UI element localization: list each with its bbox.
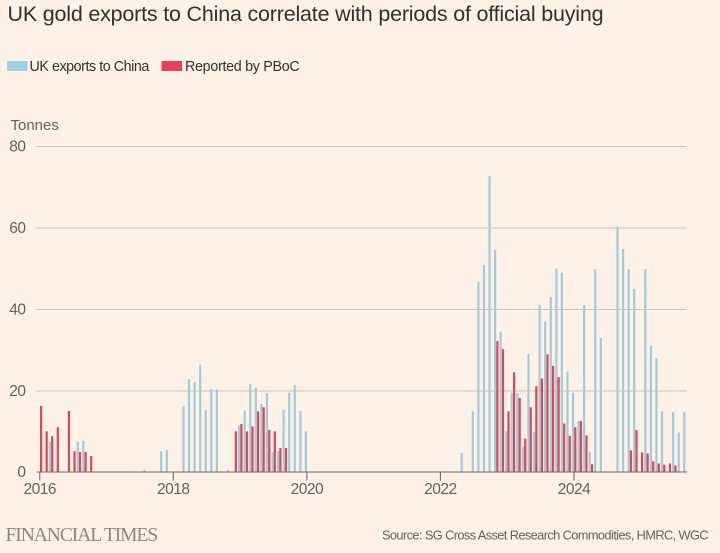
svg-text:FINANCIAL TIMES: FINANCIAL TIMES	[6, 525, 158, 546]
svg-text:2022: 2022	[424, 481, 456, 498]
svg-text:2024: 2024	[558, 481, 591, 498]
svg-text:2018: 2018	[157, 481, 189, 498]
svg-text:60: 60	[9, 220, 26, 237]
svg-text:Tonnes: Tonnes	[11, 117, 59, 134]
svg-text:80: 80	[9, 139, 26, 156]
svg-text:2016: 2016	[24, 481, 56, 498]
svg-text:Reported by PBoC: Reported by PBoC	[185, 59, 299, 75]
svg-text:UK exports to China: UK exports to China	[30, 59, 150, 75]
svg-text:2020: 2020	[291, 481, 324, 498]
svg-text:Source: SG Cross Asset Researc: Source: SG Cross Asset Research Commodit…	[382, 528, 708, 543]
svg-text:40: 40	[9, 302, 26, 319]
svg-text:UK gold exports to China corre: UK gold exports to China correlate with …	[8, 2, 604, 26]
svg-text:0: 0	[17, 464, 26, 481]
svg-text:20: 20	[9, 383, 26, 400]
